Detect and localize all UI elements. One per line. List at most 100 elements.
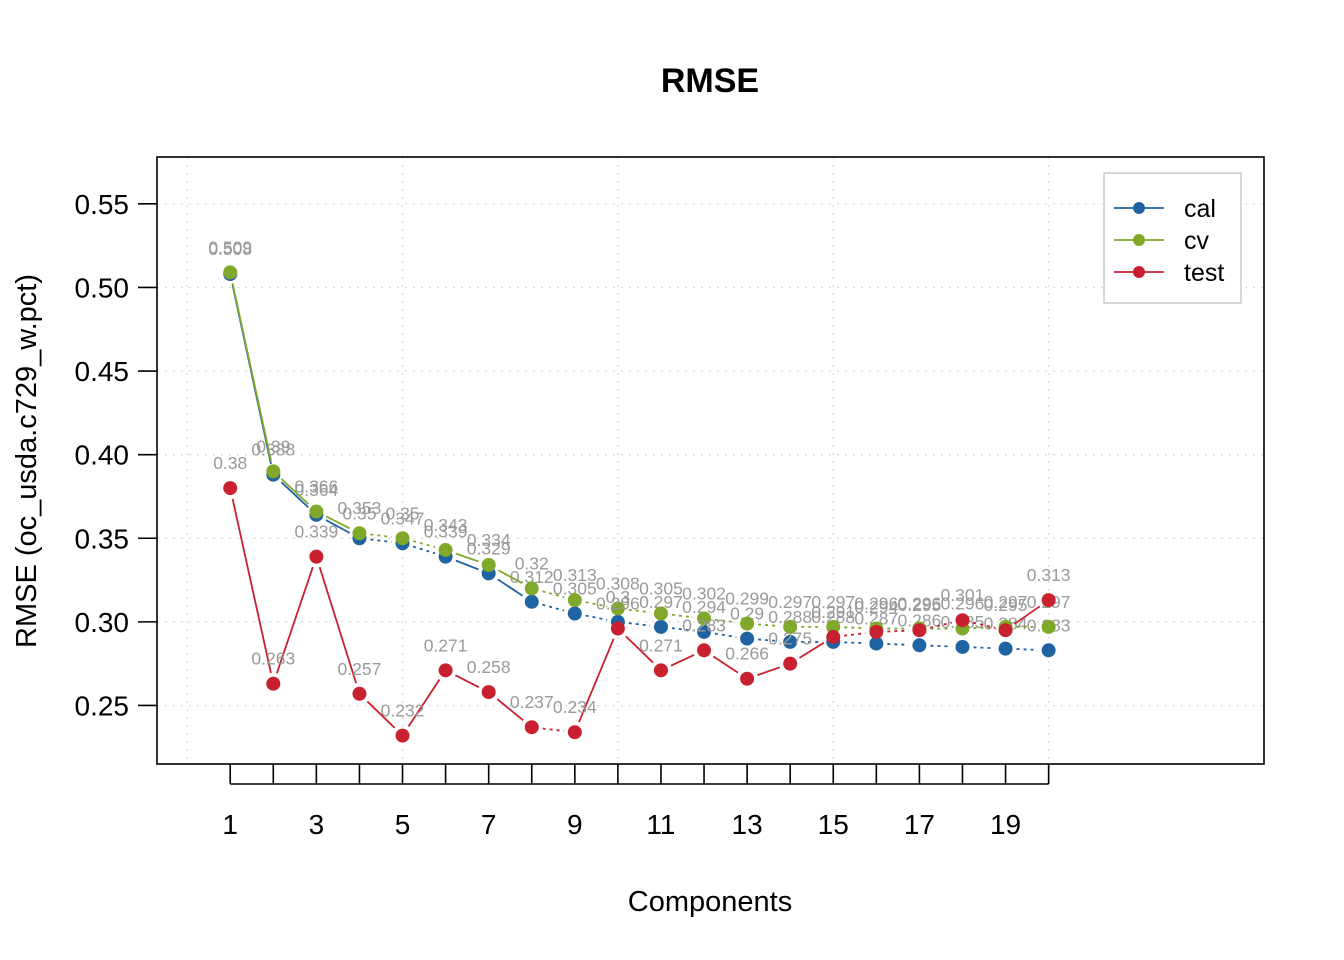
legend-label: cv bbox=[1184, 227, 1210, 255]
series-line-segment bbox=[1016, 648, 1038, 651]
data-label: 0.388 bbox=[251, 440, 295, 460]
data-label: 0.301 bbox=[941, 585, 985, 605]
data-label: 0.39 bbox=[256, 436, 290, 456]
data-point bbox=[395, 531, 410, 546]
series-line-segment bbox=[578, 638, 615, 723]
data-point bbox=[912, 623, 927, 638]
series-line-segment bbox=[370, 538, 392, 543]
data-label: 0.296 bbox=[854, 594, 898, 614]
x-tick-label: 11 bbox=[646, 809, 675, 840]
y-axis: 0.25 0.30 0.35 0.40 0.45 0.50 0.55 bbox=[75, 189, 157, 721]
data-label: 0.257 bbox=[338, 659, 382, 679]
legend-item-test: test bbox=[1114, 259, 1224, 287]
series-line-segment bbox=[231, 498, 272, 674]
data-point bbox=[1041, 619, 1056, 634]
data-point bbox=[955, 639, 970, 654]
data-label: 0.297 bbox=[811, 592, 855, 612]
data-point bbox=[998, 623, 1013, 638]
data-label: 0.286 bbox=[898, 610, 942, 630]
data-label: 0.296 bbox=[941, 594, 985, 614]
x-axis: 1 3 5 7 9 11 13 15 17 19 bbox=[222, 764, 1050, 840]
data-label: 0.295 bbox=[898, 595, 942, 615]
data-label: 0.297 bbox=[984, 592, 1028, 612]
series-line-segment bbox=[455, 674, 480, 688]
y-tick-label: 0.40 bbox=[75, 440, 130, 471]
data-point bbox=[740, 671, 755, 686]
legend-marker bbox=[1133, 234, 1145, 246]
data-point bbox=[783, 656, 798, 671]
y-tick-label: 0.30 bbox=[75, 607, 130, 638]
data-label: 0.294 bbox=[682, 597, 726, 617]
series-line-segment bbox=[625, 635, 654, 664]
data-label: 0.296 bbox=[898, 594, 942, 614]
data-point bbox=[826, 629, 841, 644]
y-tick-label: 0.25 bbox=[75, 690, 130, 721]
series-line-segment bbox=[455, 552, 479, 563]
y-tick-label: 0.45 bbox=[75, 356, 130, 387]
x-axis-label: Components bbox=[628, 886, 792, 918]
plot-frame bbox=[156, 156, 1265, 765]
data-label: 0.271 bbox=[424, 635, 468, 655]
series-line-segment bbox=[496, 698, 524, 721]
data-label: 0.291 bbox=[811, 602, 855, 622]
series-line-segment bbox=[318, 566, 358, 684]
data-point bbox=[610, 621, 625, 636]
series-line-segment bbox=[366, 700, 396, 729]
series-line-segment bbox=[887, 629, 909, 633]
data-point bbox=[869, 636, 884, 651]
data-point bbox=[266, 464, 281, 479]
legend-marker bbox=[1133, 266, 1145, 278]
data-label: 0.334 bbox=[467, 530, 511, 550]
data-label: 0.296 bbox=[596, 594, 640, 614]
data-point bbox=[783, 619, 798, 634]
y-tick-label: 0.55 bbox=[75, 189, 130, 220]
data-label: 0.366 bbox=[294, 477, 338, 497]
data-point bbox=[223, 481, 238, 496]
data-point bbox=[438, 542, 453, 557]
series-line-segment bbox=[325, 515, 351, 530]
y-tick-label: 0.35 bbox=[75, 523, 130, 554]
data-point bbox=[352, 526, 367, 541]
data-point bbox=[653, 663, 668, 678]
data-label: 0.364 bbox=[294, 480, 338, 500]
legend-item-cv: cv bbox=[1114, 227, 1210, 255]
data-label: 0.339 bbox=[424, 522, 468, 542]
data-label: 0.35 bbox=[385, 503, 419, 523]
series-line-segment bbox=[1014, 605, 1041, 625]
legend-marker bbox=[1133, 202, 1145, 214]
series-line-segment bbox=[542, 603, 565, 612]
data-label: 0.29 bbox=[730, 604, 764, 624]
x-tick-label: 17 bbox=[904, 809, 935, 840]
data-label: 0.32 bbox=[515, 553, 549, 573]
series-line-segment bbox=[757, 666, 781, 676]
series-line-segment bbox=[325, 519, 351, 534]
data-label: 0.232 bbox=[381, 701, 425, 721]
data-point bbox=[697, 643, 712, 658]
data-label: 0.288 bbox=[811, 607, 855, 627]
x-tick-label: 19 bbox=[990, 809, 1021, 840]
y-axis-label: RMSE (oc_usda.c729_w.pct) bbox=[11, 274, 43, 648]
series-line-segment bbox=[844, 632, 866, 637]
data-point bbox=[740, 631, 755, 646]
data-point bbox=[783, 634, 798, 649]
series-line-segment bbox=[412, 545, 436, 555]
data-point bbox=[912, 638, 927, 653]
series-line-segment bbox=[497, 578, 524, 597]
data-label: 0.313 bbox=[553, 565, 597, 585]
series-line-segment bbox=[887, 643, 909, 646]
legend-box bbox=[1103, 172, 1242, 304]
data-label: 0.353 bbox=[338, 498, 382, 518]
x-tick-label: 5 bbox=[395, 809, 411, 840]
legend-label: test bbox=[1184, 259, 1224, 287]
data-label: 0.329 bbox=[467, 538, 511, 558]
series-line-segment bbox=[280, 478, 309, 505]
data-point bbox=[567, 606, 582, 621]
series-line-segment bbox=[670, 654, 695, 667]
data-label: 0.295 bbox=[984, 595, 1028, 615]
data-point bbox=[740, 616, 755, 631]
x-tick-label: 7 bbox=[481, 809, 497, 840]
series-line-segment bbox=[930, 644, 952, 648]
